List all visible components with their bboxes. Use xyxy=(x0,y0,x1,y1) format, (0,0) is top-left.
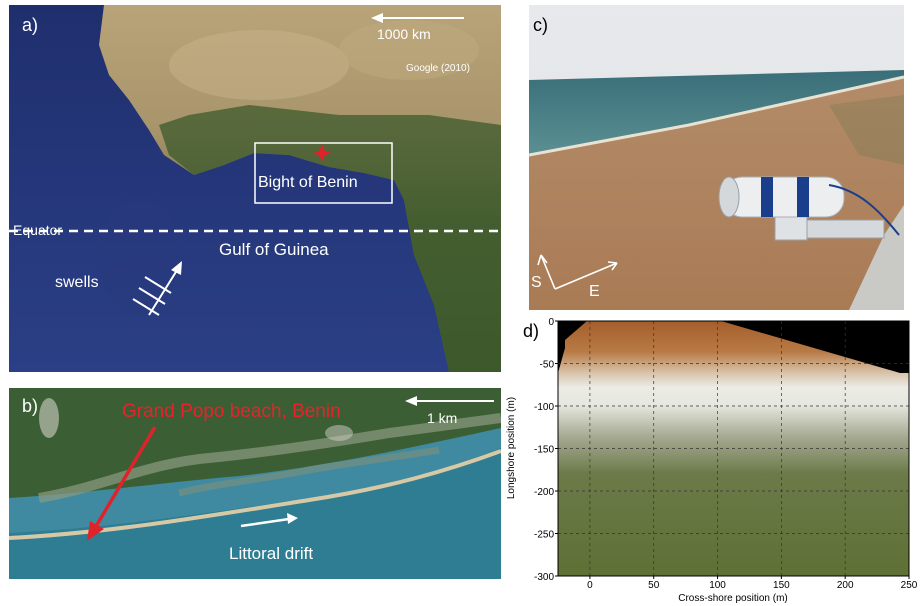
y-tick-label: -300 xyxy=(534,572,554,583)
no-data-mask-right xyxy=(721,321,909,373)
y-tick-label: -50 xyxy=(540,360,555,371)
location-star-icon xyxy=(313,144,331,162)
y-tick-label: 0 xyxy=(548,318,554,328)
location-arrow-icon xyxy=(87,426,157,541)
x-tick-label: 50 xyxy=(648,580,660,591)
y-tick-label: -100 xyxy=(534,402,554,413)
scale-label-1km: 1 km xyxy=(427,410,458,426)
swells-label: swells xyxy=(55,274,99,291)
y-axis-label: Longshore position (m) xyxy=(506,397,517,499)
grand-popo-title: Grand Popo beach, Benin xyxy=(122,401,341,422)
scale-arrow-1km-icon xyxy=(405,396,494,406)
panel-b-beach-satellite: b) Grand Popo beach, Benin 1 km Littoral… xyxy=(9,388,501,579)
swell-arrow-icon xyxy=(132,261,182,316)
panel-a-label: a) xyxy=(22,15,39,35)
panel-d-plot: 0 50 100 150 200 250 0 -50 -100 -150 -200 -250 -300 … xyxy=(505,318,920,606)
panel-b-label: b) xyxy=(22,396,39,416)
scale-label-1000km: 1000 km xyxy=(377,26,431,42)
panel-c-label: c) xyxy=(533,15,548,35)
scale-arrow-icon xyxy=(371,13,464,23)
panel-a-satellite-map: a) 1000 km Google (2010) Bight of Benin … xyxy=(9,5,501,372)
panel-c-beach-photo: c) S E xyxy=(529,5,904,310)
x-tick-label: 200 xyxy=(837,580,854,591)
bight-of-benin-box xyxy=(254,142,393,204)
panel-b-image xyxy=(9,388,501,579)
littoral-drift-arrow-icon xyxy=(240,513,298,528)
rectified-image-chart: 0 50 100 150 200 2500-50-100-150-200-250-300 … xyxy=(506,318,918,604)
direction-south-label: S xyxy=(531,274,542,291)
x-tick-label: 100 xyxy=(709,580,726,591)
panel-c-image xyxy=(529,5,904,310)
y-tick-label: -200 xyxy=(534,487,554,498)
x-tick-label: 250 xyxy=(901,580,918,591)
camera-icon xyxy=(718,176,900,241)
equator-label: Equator xyxy=(13,222,63,238)
x-tick-label: 150 xyxy=(773,580,790,591)
compass-arrows-icon xyxy=(537,254,618,290)
x-tick-label: 0 xyxy=(587,580,593,591)
y-tick-label: -150 xyxy=(534,445,554,456)
panel-d-label: d) xyxy=(523,321,540,341)
y-tick-label: -250 xyxy=(534,530,554,541)
panel-a-image xyxy=(9,5,501,372)
gulf-of-guinea-label: Gulf of Guinea xyxy=(219,240,329,259)
no-data-mask-left xyxy=(558,321,587,373)
google-credit: Google (2010) xyxy=(406,63,470,74)
bight-of-benin-label: Bight of Benin xyxy=(258,174,358,191)
x-axis-label: Cross-shore position (m) xyxy=(678,593,787,604)
direction-east-label: E xyxy=(589,283,600,300)
littoral-drift-label: Littoral drift xyxy=(229,544,314,563)
